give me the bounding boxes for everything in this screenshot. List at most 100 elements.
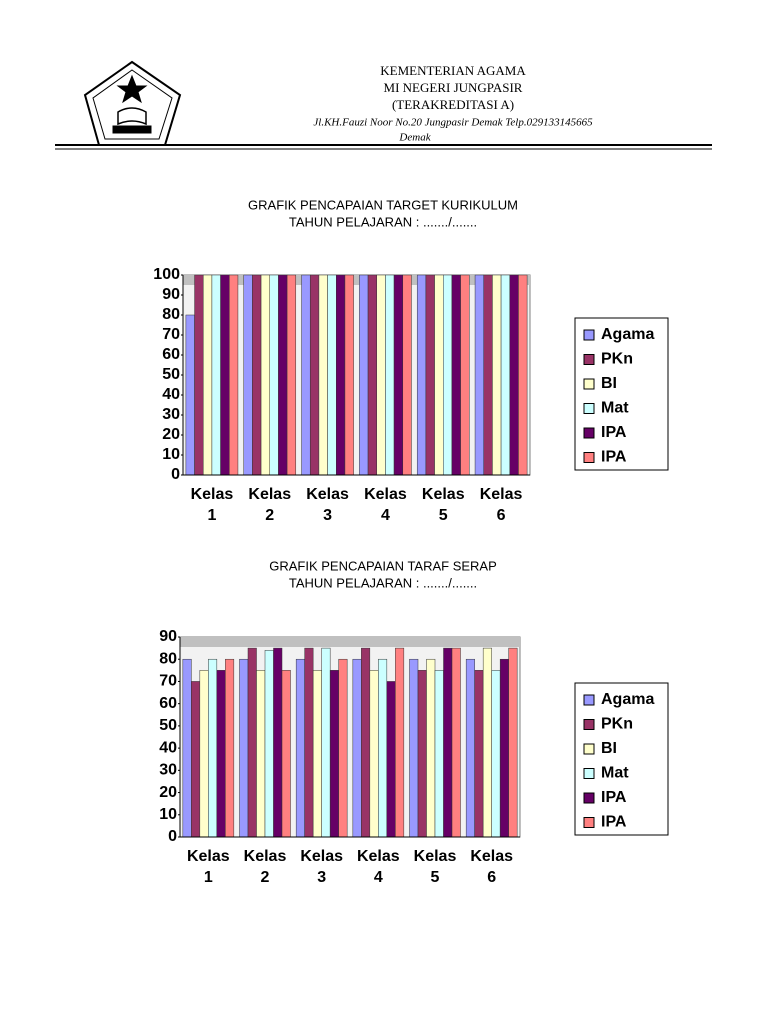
x-tick-label: Kelas 4 — [364, 486, 407, 524]
bar — [393, 274, 404, 476]
x-tick-label: Kelas 5 — [422, 486, 465, 524]
x-tick-label: Kelas 6 — [470, 848, 513, 886]
legend-swatch — [583, 792, 595, 804]
y-tick-label: 10 — [159, 806, 177, 823]
bar — [376, 274, 386, 476]
bar — [417, 670, 427, 838]
bar — [182, 658, 192, 838]
plot-wall — [180, 637, 520, 647]
bar — [185, 314, 195, 476]
legend-swatch — [583, 329, 595, 341]
bar — [199, 670, 209, 838]
x-tick-label: Kelas 4 — [357, 848, 400, 886]
x-tick-label: Kelas 5 — [414, 848, 457, 886]
x-tick-label: Kelas 6 — [480, 486, 523, 524]
y-tick-label: 50 — [162, 366, 180, 383]
legend-swatch — [583, 719, 595, 730]
bar — [312, 670, 322, 838]
legend-label: BI — [601, 740, 617, 757]
plot-area — [182, 274, 531, 476]
bar — [500, 274, 511, 476]
x-tick-label: Kelas 1 — [187, 848, 230, 886]
bar — [336, 274, 346, 476]
bar — [508, 647, 518, 838]
y-tick-label: 40 — [159, 739, 177, 756]
bar — [225, 658, 235, 838]
bar — [229, 274, 239, 476]
bar — [243, 274, 253, 476]
bar — [286, 274, 297, 476]
legend-label: IPA — [601, 424, 627, 441]
legend-swatch — [583, 452, 595, 463]
x-tick-label: Kelas 1 — [191, 486, 234, 524]
legend-swatch — [583, 743, 595, 755]
chart-subtitle: TAHUN PELAJARAN : ......./....... — [289, 575, 477, 590]
bar — [216, 670, 226, 838]
y-tick-label: 80 — [162, 306, 180, 323]
bar — [252, 274, 262, 476]
bar — [425, 274, 435, 476]
bar — [273, 647, 283, 838]
bar — [344, 274, 354, 476]
legend-label: PKn — [601, 351, 633, 368]
bar — [416, 274, 427, 476]
bar — [352, 658, 362, 838]
y-tick-label: 60 — [162, 346, 180, 363]
bar — [256, 670, 266, 838]
bar — [304, 647, 314, 838]
x-tick-label: Kelas 2 — [248, 486, 291, 524]
bar — [451, 274, 461, 476]
legend-label: IPA — [601, 814, 627, 831]
logo — [83, 60, 182, 146]
legend-swatch — [583, 694, 595, 706]
bar — [361, 647, 371, 838]
bar — [499, 658, 509, 838]
bar — [369, 670, 379, 838]
bar — [395, 647, 405, 838]
legend-swatch — [583, 427, 595, 439]
bar — [409, 658, 419, 838]
y-tick-label: 40 — [162, 386, 180, 403]
bar — [211, 274, 221, 476]
bar — [492, 274, 502, 476]
bar — [295, 658, 305, 838]
chart-subtitle: TAHUN PELAJARAN : ......./....... — [289, 214, 477, 229]
bar — [518, 274, 528, 476]
legend-label: IPA — [601, 789, 627, 806]
plot-wall — [183, 275, 530, 285]
plot-area — [179, 636, 521, 838]
bar — [301, 274, 311, 476]
bar — [451, 647, 461, 838]
bar — [434, 274, 444, 476]
legend-swatch — [583, 403, 595, 414]
bar — [329, 670, 339, 838]
legend-box — [574, 682, 669, 836]
y-tick-label: 80 — [159, 650, 177, 667]
bar — [327, 274, 337, 476]
x-tick-label: Kelas 3 — [306, 486, 349, 524]
y-tick-label: 100 — [153, 266, 180, 283]
legend-swatch — [583, 378, 595, 390]
y-tick-label: 20 — [159, 784, 177, 801]
legend-label: Mat — [601, 765, 629, 782]
y-tick-label: 50 — [159, 717, 177, 734]
bar — [318, 274, 328, 476]
bar — [202, 274, 213, 476]
bar — [194, 274, 204, 476]
bar — [264, 650, 274, 838]
bar — [378, 658, 388, 838]
bar — [465, 658, 475, 838]
x-tick-label: Kelas 2 — [244, 848, 287, 886]
header-line: MI NEGERI JUNGPASIR — [384, 80, 523, 95]
bar — [281, 670, 291, 838]
bar — [483, 274, 493, 476]
y-tick-label: 60 — [159, 695, 177, 712]
bar — [367, 274, 377, 476]
bar — [474, 274, 484, 476]
y-tick-label: 70 — [159, 673, 177, 690]
y-tick-label: 30 — [159, 762, 177, 779]
y-tick-label: 20 — [162, 426, 180, 443]
bar — [482, 647, 492, 838]
bar — [509, 274, 519, 476]
bar — [239, 658, 249, 838]
